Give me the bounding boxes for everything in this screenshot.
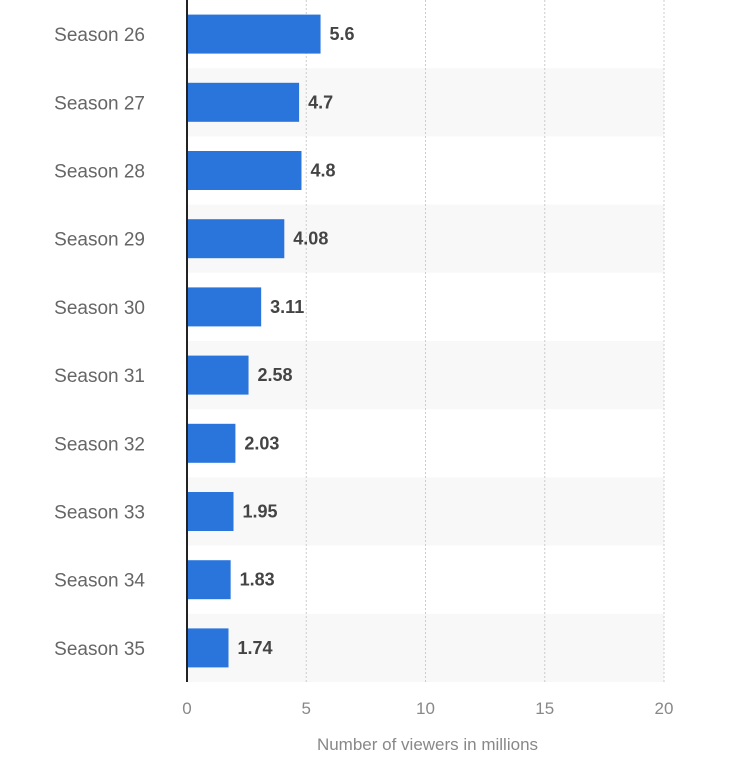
value-label: 2.58 [258,365,293,385]
x-tick-label: 20 [655,699,674,718]
bar [187,355,249,395]
category-label: Season 32 [54,434,145,455]
category-label: Season 31 [54,366,145,387]
category-label: Season 35 [54,639,145,660]
category-label: Season 27 [54,93,145,114]
bar [187,287,262,327]
x-axis-title: Number of viewers in millions [317,735,538,754]
value-label: 1.74 [237,638,272,658]
bar [187,14,321,54]
x-tick-label: 10 [416,699,435,718]
x-tick-label: 15 [535,699,554,718]
category-label: Season 26 [54,25,145,46]
category-label: Season 30 [54,298,145,319]
bar [187,492,234,531]
value-label: 2.03 [244,433,279,453]
category-label: Season 29 [54,230,145,251]
value-label: 4.8 [310,161,335,181]
bar [187,423,236,463]
bar [187,82,300,122]
category-label: Season 34 [54,571,145,592]
x-tick-labels: 0 5 10 15 20 [182,699,673,718]
category-label: Season 28 [54,162,145,183]
category-labels: Season 26 Season 27 Season 28 Season 29 Seas… [54,25,145,660]
category-label: Season 33 [54,503,145,524]
value-labels: 5.6 4.7 4.8 4.08 3.11 2.58 2.03 1.95 1.83 1.74 [237,24,354,658]
value-label: 1.95 [243,502,278,522]
value-label: 4.7 [308,92,333,112]
bar [187,219,285,259]
value-label: 1.83 [240,570,275,590]
gridlines [305,0,665,682]
bars [187,14,321,668]
x-tick-label: 5 [302,699,311,718]
x-tick-label: 0 [182,699,191,718]
value-label: 5.6 [330,24,355,44]
bar [187,151,302,190]
bar [187,628,229,668]
value-label: 4.08 [293,229,328,249]
bar [187,560,231,600]
value-label: 3.11 [270,297,304,317]
